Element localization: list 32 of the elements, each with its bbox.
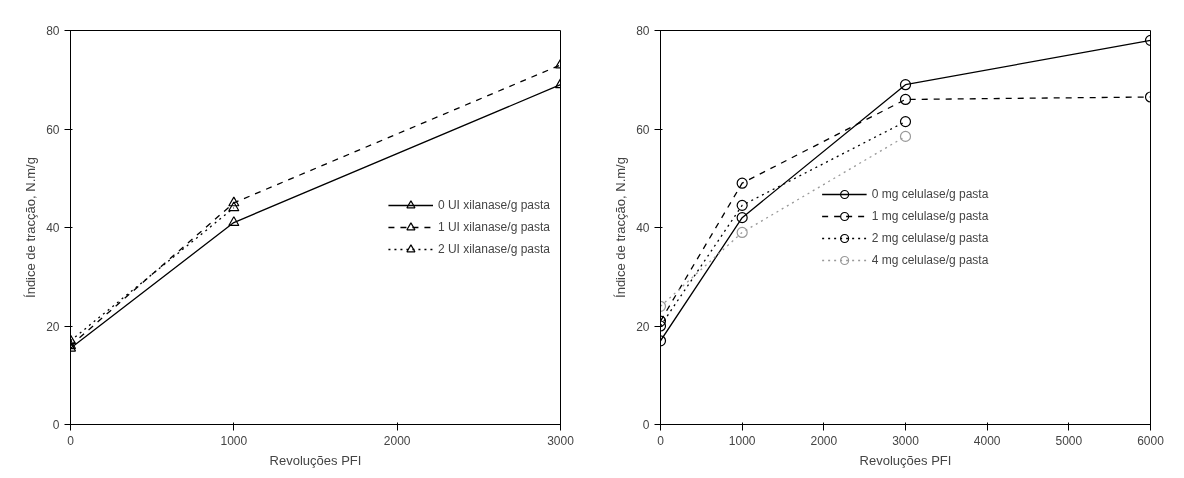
x-tick-label: 1000 bbox=[728, 433, 756, 448]
legend-label: 1 mg celulase/g pasta bbox=[871, 209, 989, 223]
legend-label: 0 UI xilanase/g pasta bbox=[437, 198, 550, 212]
x-axis-title: Revoluções PFI bbox=[859, 452, 952, 468]
x-tick-label: 0 bbox=[657, 433, 665, 448]
x-tick-label: 5000 bbox=[1055, 433, 1083, 448]
x-tick-label: 3000 bbox=[547, 433, 575, 448]
y-axis-title: Índice de tracção, N.m/g bbox=[613, 157, 629, 298]
x-tick-label: 2000 bbox=[383, 433, 411, 448]
y-tick-label: 80 bbox=[46, 24, 60, 38]
legend-label: 4 mg celulase/g pasta bbox=[871, 253, 989, 267]
y-tick-label: 60 bbox=[46, 122, 60, 137]
legend-label: 2 mg celulase/g pasta bbox=[871, 231, 989, 245]
y-tick-label: 20 bbox=[636, 319, 650, 334]
x-tick-label: 1000 bbox=[220, 433, 248, 448]
y-tick-label: 80 bbox=[636, 24, 650, 38]
legend-label: 2 UI xilanase/g pasta bbox=[437, 242, 550, 256]
legend-label: 1 UI xilanase/g pasta bbox=[437, 220, 550, 234]
legend-label: 0 mg celulase/g pasta bbox=[871, 187, 989, 201]
y-tick-label: 40 bbox=[636, 221, 650, 235]
y-axis-title: Índice de tracção, N.m/g bbox=[23, 157, 39, 298]
y-tick-label: 0 bbox=[52, 418, 60, 432]
x-tick-label: 3000 bbox=[892, 433, 920, 448]
y-tick-label: 20 bbox=[46, 319, 60, 334]
x-axis-title: Revoluções PFI bbox=[269, 452, 362, 468]
y-tick-label: 40 bbox=[46, 221, 60, 235]
y-tick-label: 60 bbox=[636, 122, 650, 137]
x-tick-label: 2000 bbox=[810, 433, 838, 448]
y-tick-label: 0 bbox=[642, 418, 650, 432]
x-tick-label: 0 bbox=[67, 433, 75, 448]
x-tick-label: 4000 bbox=[973, 433, 1001, 448]
x-tick-label: 6000 bbox=[1137, 433, 1165, 448]
